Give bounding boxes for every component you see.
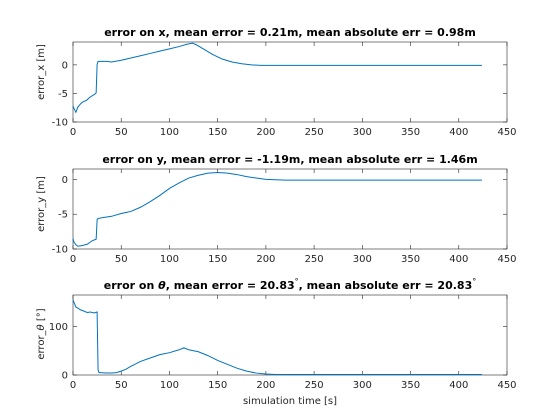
tick-group: 0 50 100 150 200 250 300 350 400 450 -10 -5 0 (52, 169, 517, 265)
subplot-title: error on y, mean error = -1.19m, mean ab… (102, 153, 477, 166)
ylabel-part-theta: θ (36, 324, 47, 330)
y-axis-label: error_θ [°] (36, 308, 47, 359)
title-part: error on (104, 279, 158, 292)
x-tick-label: 450 (497, 254, 516, 265)
axes-box (72, 41, 508, 123)
x-tick-label: 150 (208, 127, 227, 138)
x-tick-label: 250 (305, 127, 324, 138)
x-tick-label: 50 (115, 127, 128, 138)
subplot-title: error on x, mean error = 0.21m, mean abs… (104, 26, 476, 39)
x-tick-label: 400 (449, 254, 468, 265)
x-tick-label: 400 (449, 380, 468, 391)
title-part: , mean error = 20.83 (166, 279, 295, 292)
x-tick-label: 0 (70, 380, 76, 391)
series-line (72, 171, 482, 247)
x-tick-label: 400 (449, 127, 468, 138)
x-tick-label: 450 (497, 380, 516, 391)
x-tick-label: 50 (115, 254, 128, 265)
y-tick-label: -5 (58, 89, 68, 100)
x-tick-label: 0 (70, 127, 76, 138)
x-tick-label: 150 (208, 254, 227, 265)
x-tick-label: 100 (160, 254, 179, 265)
axes-box (72, 168, 508, 250)
subplot-theta-error: error on θ, mean error = 20.83°, mean ab… (36, 277, 517, 407)
ylabel-part: [°] (36, 308, 47, 324)
y-tick-label: 100 (49, 322, 68, 333)
x-tick-label: 250 (305, 380, 324, 391)
title-part-degree: ° (472, 277, 476, 286)
x-tick-label: 250 (305, 254, 324, 265)
x-tick-label: 300 (353, 254, 372, 265)
y-tick-label: -5 (58, 210, 68, 221)
x-tick-label: 200 (256, 127, 275, 138)
subplot-y-error: error on y, mean error = -1.19m, mean ab… (36, 153, 517, 265)
subplot-title: error on θ, mean error = 20.83°, mean ab… (104, 277, 476, 292)
x-tick-label: 0 (70, 254, 76, 265)
x-tick-label: 450 (497, 127, 516, 138)
x-axis-label: simulation time [s] (243, 396, 337, 407)
y-tick-label: -10 (52, 245, 68, 256)
y-axis-label: error_x [m] (36, 44, 47, 100)
x-tick-label: 350 (401, 254, 420, 265)
y-tick-label: 0 (62, 60, 68, 71)
x-tick-label: 200 (256, 380, 275, 391)
title-part-degree: ° (295, 277, 299, 286)
y-axis-label: error_y [m] (36, 176, 47, 232)
ylabel-part: error_ (36, 329, 47, 359)
y-tick-label: 0 (62, 175, 68, 186)
x-tick-label: 50 (115, 380, 128, 391)
x-tick-label: 100 (160, 380, 179, 391)
tick-group: 0 50 100 150 200 250 300 350 400 450 0 100 (49, 295, 517, 391)
y-tick-label: -10 (52, 118, 68, 129)
series-line (72, 299, 482, 376)
series-line (72, 42, 482, 114)
title-part-theta: θ (158, 279, 166, 292)
x-tick-label: 300 (353, 380, 372, 391)
subplot-x-error: error on x, mean error = 0.21m, mean abs… (36, 26, 517, 138)
x-tick-label: 300 (353, 127, 372, 138)
x-tick-label: 350 (401, 127, 420, 138)
tick-group: 0 50 100 150 200 250 300 350 400 450 -10 -5 0 (52, 42, 517, 138)
x-tick-label: 350 (401, 380, 420, 391)
x-tick-label: 200 (256, 254, 275, 265)
x-tick-label: 100 (160, 127, 179, 138)
x-tick-label: 150 (208, 380, 227, 391)
title-part: , mean absolute err = 20.83 (299, 279, 473, 292)
y-tick-label: 0 (62, 371, 68, 382)
